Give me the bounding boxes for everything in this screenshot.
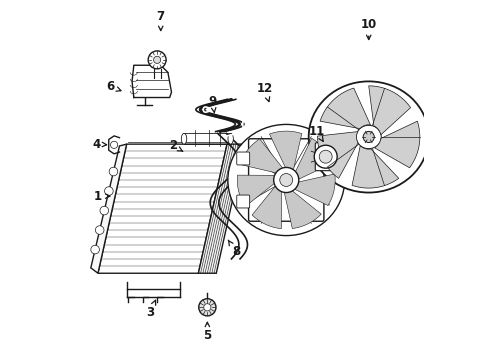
Circle shape <box>96 226 104 234</box>
Polygon shape <box>240 139 284 173</box>
Polygon shape <box>198 144 245 273</box>
FancyBboxPatch shape <box>316 152 329 165</box>
Polygon shape <box>91 144 126 273</box>
Text: 8: 8 <box>228 240 240 258</box>
Polygon shape <box>352 146 399 188</box>
Polygon shape <box>293 174 335 206</box>
FancyBboxPatch shape <box>237 152 250 165</box>
FancyBboxPatch shape <box>315 143 336 171</box>
Ellipse shape <box>356 125 381 149</box>
Polygon shape <box>270 131 302 172</box>
Text: 9: 9 <box>209 95 217 113</box>
Text: 6: 6 <box>106 80 121 93</box>
Circle shape <box>274 167 299 193</box>
Circle shape <box>319 150 332 163</box>
Ellipse shape <box>309 81 429 193</box>
Circle shape <box>280 174 293 186</box>
Polygon shape <box>237 175 276 207</box>
Text: 4: 4 <box>92 138 107 150</box>
Polygon shape <box>252 185 282 229</box>
FancyBboxPatch shape <box>237 195 250 208</box>
Circle shape <box>91 245 99 254</box>
Text: 1: 1 <box>94 190 110 203</box>
Polygon shape <box>284 190 321 229</box>
Circle shape <box>204 304 211 311</box>
Text: 12: 12 <box>257 82 273 102</box>
Text: 2: 2 <box>169 139 183 152</box>
Polygon shape <box>98 144 227 273</box>
Text: 5: 5 <box>203 322 212 342</box>
Ellipse shape <box>228 134 233 144</box>
Text: 10: 10 <box>361 18 377 40</box>
Ellipse shape <box>228 125 344 235</box>
Circle shape <box>314 145 337 168</box>
Circle shape <box>111 141 118 148</box>
Polygon shape <box>374 121 420 168</box>
Polygon shape <box>318 132 358 178</box>
Polygon shape <box>294 138 332 180</box>
Circle shape <box>199 299 216 316</box>
Circle shape <box>104 187 113 195</box>
Text: 3: 3 <box>146 300 156 319</box>
Circle shape <box>148 51 166 69</box>
Circle shape <box>109 167 118 176</box>
Ellipse shape <box>181 134 187 144</box>
Circle shape <box>100 206 109 215</box>
Polygon shape <box>368 86 411 135</box>
Circle shape <box>153 56 161 63</box>
Text: 7: 7 <box>157 10 165 31</box>
Circle shape <box>363 131 374 143</box>
Polygon shape <box>320 88 370 129</box>
Text: 11: 11 <box>309 125 325 141</box>
